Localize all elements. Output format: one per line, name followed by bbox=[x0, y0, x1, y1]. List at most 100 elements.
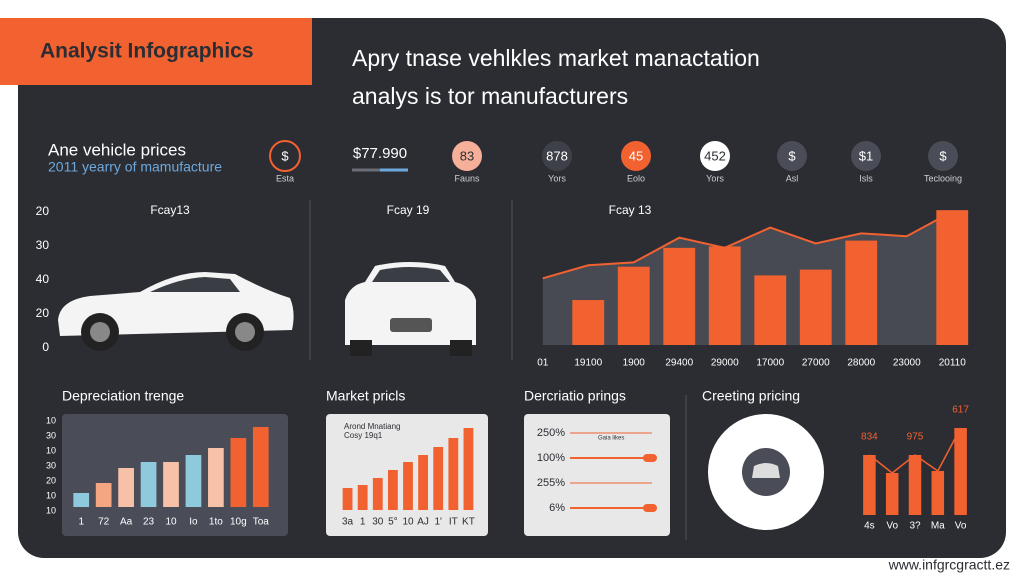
x-tick-label: 3a bbox=[342, 517, 354, 528]
bar bbox=[418, 455, 429, 510]
x-tick-label: 29400 bbox=[665, 358, 693, 369]
stat-value: $ bbox=[939, 148, 947, 163]
bar bbox=[754, 275, 787, 345]
x-tick-label: Ma bbox=[931, 521, 945, 532]
axis-label: 20 bbox=[46, 475, 56, 485]
x-tick-label: 1' bbox=[434, 517, 442, 528]
title-line: analys is tor manufacturers bbox=[352, 83, 628, 109]
panel-title: Dercriatio prings bbox=[524, 388, 626, 404]
panel-label: Fcay 19 bbox=[387, 203, 430, 217]
stat-value: $77.990 bbox=[353, 145, 407, 162]
stat-circle bbox=[269, 140, 301, 172]
chart-title: Creeting pricing bbox=[702, 388, 800, 404]
stat-label: Yors bbox=[548, 173, 566, 183]
bar bbox=[936, 210, 969, 345]
x-tick-label: 3? bbox=[909, 521, 921, 532]
stat-circle bbox=[851, 141, 881, 171]
bar bbox=[708, 246, 741, 345]
stat-label: Fauns bbox=[454, 173, 480, 183]
stat-value: $ bbox=[788, 148, 796, 163]
panel-box bbox=[524, 414, 670, 536]
axis-label: 30 bbox=[46, 460, 56, 470]
x-tick-label: Io bbox=[189, 517, 198, 528]
x-tick-label: 1900 bbox=[623, 358, 646, 369]
stat-circle bbox=[777, 141, 807, 171]
annotation: 834 bbox=[861, 432, 878, 443]
bar bbox=[617, 266, 650, 345]
car-front bbox=[345, 262, 476, 356]
stat-circle bbox=[621, 141, 651, 171]
axis-label: 30 bbox=[46, 430, 56, 440]
bar bbox=[931, 471, 945, 515]
title-line: Apry tnase vehlkles market manactation bbox=[352, 45, 760, 71]
axis-label: 40 bbox=[36, 272, 50, 286]
bar bbox=[863, 455, 876, 515]
x-tick-label: Aa bbox=[120, 517, 133, 528]
bar bbox=[342, 488, 353, 510]
stat-circle bbox=[542, 141, 572, 171]
bar bbox=[118, 468, 134, 507]
axis-label: 0 bbox=[42, 340, 49, 354]
x-tick-label: 4s bbox=[864, 521, 875, 532]
stat-label: Teclooing bbox=[924, 173, 962, 183]
x-tick-label: 72 bbox=[98, 517, 110, 528]
stat-value: 452 bbox=[704, 148, 726, 163]
chart-note: Arond Mnatiang bbox=[344, 422, 400, 431]
badge: Analysit Infographics bbox=[40, 40, 254, 63]
panel-note: Gaia likes bbox=[598, 436, 624, 442]
stat-value: 878 bbox=[546, 148, 568, 163]
x-tick-label: 10g bbox=[230, 517, 247, 528]
x-tick-label: Toa bbox=[253, 517, 270, 528]
bar bbox=[908, 455, 922, 515]
bar bbox=[163, 462, 179, 507]
bar bbox=[433, 447, 444, 510]
bar bbox=[252, 427, 269, 507]
annotation: 617 bbox=[952, 405, 969, 416]
x-tick-label: 29000 bbox=[711, 358, 739, 369]
bar bbox=[185, 455, 202, 507]
bar bbox=[95, 483, 112, 507]
stat-value: $1 bbox=[859, 148, 873, 163]
footer: www.infgrcgractt.ez bbox=[888, 557, 1010, 573]
chart-title: Fcay 13 bbox=[609, 203, 652, 217]
x-tick-label: 17000 bbox=[756, 358, 784, 369]
x-tick-label: 1 bbox=[78, 517, 84, 528]
x-tick-label: AJ bbox=[417, 517, 429, 528]
panel-label: Fcay13 bbox=[150, 203, 190, 217]
axis-label: 20 bbox=[36, 306, 50, 320]
bar bbox=[372, 478, 383, 510]
x-tick-label: Vo bbox=[955, 521, 967, 532]
axis-label: 20 bbox=[36, 204, 50, 218]
bar bbox=[885, 473, 899, 515]
car-side bbox=[58, 272, 294, 351]
x-tick-label: Vo bbox=[886, 521, 898, 532]
stat-circle bbox=[452, 141, 482, 171]
chart-title: Market pricls bbox=[326, 388, 405, 404]
bar-outline bbox=[868, 427, 962, 474]
axis-label: 10 bbox=[46, 415, 56, 425]
x-tick-label: 1 bbox=[360, 517, 366, 528]
bar bbox=[387, 470, 398, 510]
row-label: 250% bbox=[537, 427, 565, 439]
line bbox=[542, 210, 953, 280]
bar bbox=[357, 485, 368, 510]
x-tick-label: 30 bbox=[372, 517, 384, 528]
bar bbox=[230, 438, 247, 507]
x-tick-label: 23 bbox=[143, 517, 155, 528]
row-label: 6% bbox=[549, 502, 565, 514]
stat-label: Eolo bbox=[627, 173, 645, 183]
x-tick-label: 19100 bbox=[574, 358, 602, 369]
x-tick-label: 1to bbox=[209, 517, 223, 528]
axis-label: 10 bbox=[46, 490, 56, 500]
axis-label: 10 bbox=[46, 505, 56, 515]
bar bbox=[73, 493, 90, 507]
bar bbox=[140, 462, 157, 507]
bar bbox=[572, 300, 605, 345]
chart-note: Cosy 19q1 bbox=[344, 431, 383, 440]
x-tick-label: 27000 bbox=[802, 358, 830, 369]
row-label: 255% bbox=[537, 477, 565, 489]
x-tick-label: 20110 bbox=[939, 358, 967, 369]
annotation: 975 bbox=[907, 432, 924, 443]
stat-circle bbox=[700, 141, 730, 171]
